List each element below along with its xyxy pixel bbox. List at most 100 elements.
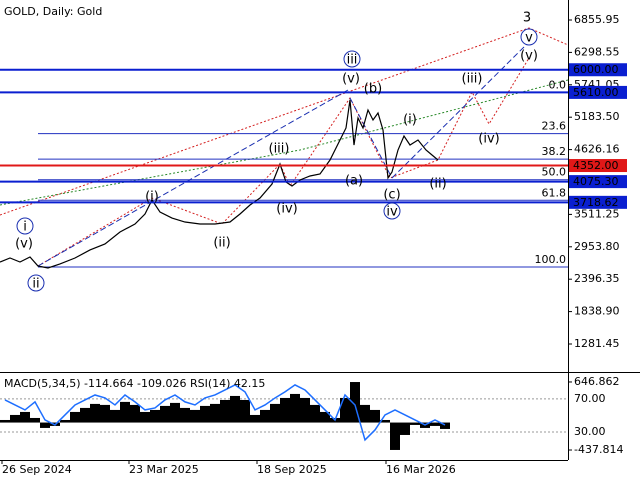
x-tick-label: 18 Sep 2025 xyxy=(257,463,327,476)
price-tag-label: 3718.62 xyxy=(573,196,619,209)
wave-line xyxy=(37,89,349,267)
macd-bar xyxy=(160,405,170,423)
wave-label: 3 xyxy=(523,11,531,26)
macd-bar xyxy=(240,399,250,423)
indicator-title: MACD(5,34,5) -114.664 -109.026 RSI(14) 4… xyxy=(4,377,265,390)
y-tick-label: 4626.16 xyxy=(574,143,620,156)
macd-bar xyxy=(280,397,290,423)
wave-line xyxy=(0,27,569,216)
macd-bar xyxy=(40,422,50,428)
price-line xyxy=(0,99,439,269)
macd-bar xyxy=(100,404,110,423)
price-tag xyxy=(569,85,627,99)
macd-bar xyxy=(300,397,310,423)
wave-label: (c) xyxy=(383,188,400,203)
wave-label: (iii) xyxy=(462,72,483,87)
macd-bar xyxy=(20,411,30,423)
macd-bar xyxy=(380,419,390,423)
y-tick-label: 646.862 xyxy=(574,375,620,388)
wave-label: iv xyxy=(386,205,398,220)
wave-label: (iv) xyxy=(276,202,297,217)
x-tick-label: 16 Mar 2026 xyxy=(386,463,456,476)
macd-bar xyxy=(310,404,320,423)
wave-label: (v) xyxy=(520,49,538,64)
price-tag-label: 6000.00 xyxy=(573,63,619,76)
macd-bar xyxy=(120,401,130,423)
wave-label: (v) xyxy=(342,72,360,87)
macd-bar xyxy=(390,422,400,450)
wave-label: (i) xyxy=(145,190,159,205)
price-tag-label: 4352.00 xyxy=(573,159,619,172)
price-tag-label: 4075.30 xyxy=(573,175,619,188)
macd-bar xyxy=(290,393,300,423)
price-tag xyxy=(569,159,627,173)
macd-bar xyxy=(190,409,200,423)
macd-bar xyxy=(260,409,270,423)
macd-bar xyxy=(140,411,150,423)
y-tick-label: 1838.90 xyxy=(574,305,620,318)
macd-bar xyxy=(410,422,420,425)
y-tick-label: 5183.50 xyxy=(574,110,620,123)
macd-bar xyxy=(90,403,100,423)
macd-bar xyxy=(370,409,380,423)
macd-bar xyxy=(400,422,410,435)
macd-bar xyxy=(220,399,230,423)
chart-title: GOLD, Daily: Gold xyxy=(4,5,102,18)
y2-tick-label: 30.00 xyxy=(574,425,606,438)
macd-bar xyxy=(270,403,280,423)
y2-tick-label: 70.00 xyxy=(574,392,606,405)
y-tick-label: -437.814 xyxy=(574,443,623,456)
macd-bar xyxy=(360,404,370,423)
fib-label: 38.2 xyxy=(542,145,567,158)
y-tick-label: 2953.80 xyxy=(574,240,620,253)
fib-label: 100.0 xyxy=(535,253,567,266)
wave-lines xyxy=(0,27,569,267)
price-tag xyxy=(569,175,627,189)
macd-bar xyxy=(440,422,450,429)
wave-label: v xyxy=(525,31,533,46)
macd-bar xyxy=(180,407,190,423)
wave-line xyxy=(391,41,530,179)
macd-bar xyxy=(150,409,160,423)
wave-label: (i) xyxy=(403,113,417,128)
price-tag-label: 5610.00 xyxy=(573,86,619,99)
macd-bar xyxy=(210,403,220,423)
wave-label: i xyxy=(23,220,27,235)
wave-label: (ii) xyxy=(429,177,446,192)
macd-bar xyxy=(30,417,40,423)
wave-label: (v) xyxy=(15,237,33,252)
macd-bar xyxy=(430,422,440,426)
fib-label: 23.6 xyxy=(542,120,567,133)
fib-label: 0.0 xyxy=(549,78,567,91)
wave-label: iii xyxy=(347,53,358,68)
x-tick-label: 26 Sep 2024 xyxy=(2,463,72,476)
macd-bar xyxy=(70,411,80,423)
macd-bar xyxy=(0,419,10,423)
fib-label: 61.8 xyxy=(542,186,567,199)
wave-circle xyxy=(27,274,45,292)
macd-bar xyxy=(350,382,360,423)
wave-label: (b) xyxy=(364,82,382,97)
wave-circle xyxy=(16,217,34,235)
macd-bar xyxy=(10,414,20,423)
y-tick-label: 3511.25 xyxy=(574,207,620,220)
macd-bar xyxy=(340,397,350,423)
wave-label: ii xyxy=(32,277,39,292)
macd-bar xyxy=(130,404,140,423)
macd-bar xyxy=(170,402,180,423)
wave-circle xyxy=(343,50,361,68)
wave-label: (iv) xyxy=(478,132,499,147)
y-tick-label: 6298.55 xyxy=(574,45,620,58)
macd-bar xyxy=(250,414,260,423)
macd-bar xyxy=(200,405,210,423)
price-tag xyxy=(569,63,627,77)
wave-line xyxy=(0,79,569,206)
wave-label: (iii) xyxy=(269,142,290,157)
macd-bar xyxy=(230,395,240,423)
macd-bar xyxy=(60,419,70,423)
fib-label: 50.0 xyxy=(542,166,567,179)
wave-label: (ii) xyxy=(213,236,230,251)
macd-bar xyxy=(110,409,120,423)
wave-label: (a) xyxy=(345,174,363,189)
